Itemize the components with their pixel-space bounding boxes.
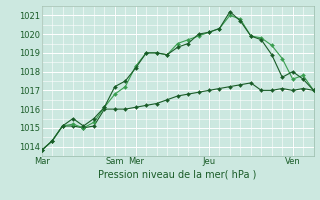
X-axis label: Pression niveau de la mer( hPa ): Pression niveau de la mer( hPa ) [99, 169, 257, 179]
